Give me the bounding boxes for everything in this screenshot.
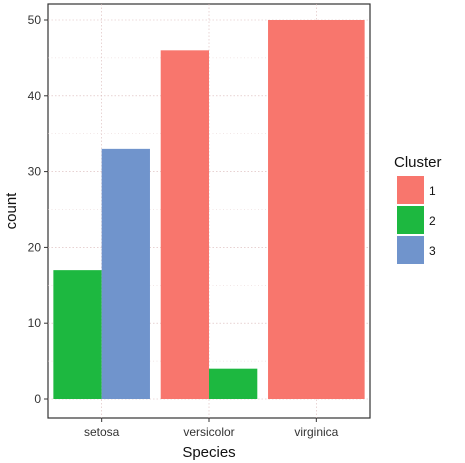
legend-swatch-3 — [397, 236, 424, 264]
legend-label-2: 2 — [429, 214, 436, 228]
legend-label-3: 3 — [429, 244, 436, 258]
x-tick-label: setosa — [84, 425, 120, 439]
bar-virginica-cluster-1 — [268, 20, 365, 399]
y-axis-title: count — [3, 192, 20, 230]
y-tick-label: 30 — [28, 165, 42, 179]
x-axis-ticks: setosa versicolor virginica — [84, 418, 339, 439]
x-tick-label: versicolor — [183, 425, 234, 439]
y-axis-ticks: 0 10 20 30 40 50 — [28, 13, 48, 406]
legend-swatch-1 — [397, 176, 424, 204]
bars — [53, 20, 365, 399]
bar-setosa-cluster-2 — [53, 270, 102, 399]
y-tick-label: 50 — [28, 13, 42, 27]
y-tick-label: 0 — [34, 392, 41, 406]
legend-label-1: 1 — [429, 184, 436, 198]
y-tick-label: 20 — [28, 240, 42, 254]
bar-versicolor-cluster-1 — [160, 50, 209, 399]
x-tick-label: virginica — [294, 425, 338, 439]
y-tick-label: 10 — [28, 316, 42, 330]
x-axis-title: Species — [182, 444, 235, 461]
legend-title: Cluster — [394, 154, 442, 171]
bar-versicolor-cluster-2 — [209, 368, 258, 399]
legend: Cluster 1 2 3 — [394, 154, 442, 264]
y-tick-label: 40 — [28, 89, 42, 103]
bar-setosa-cluster-3 — [101, 148, 150, 399]
legend-swatch-2 — [397, 206, 424, 234]
